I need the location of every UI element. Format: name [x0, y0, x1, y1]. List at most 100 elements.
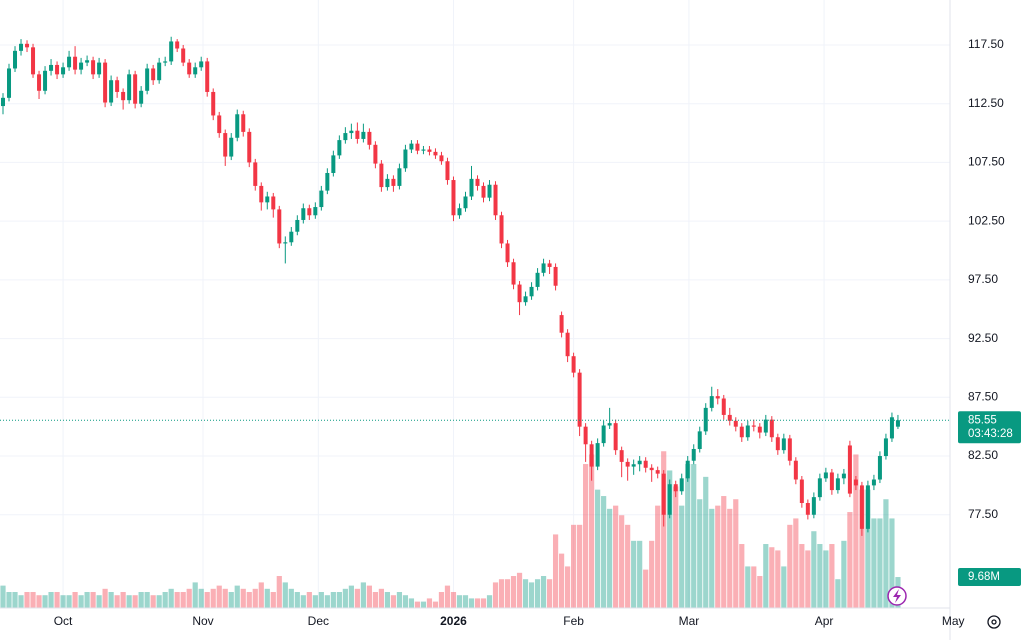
candle-body: [685, 460, 690, 479]
volume-bar: [186, 588, 192, 608]
candle-body: [889, 417, 894, 439]
volume-bar: [390, 595, 397, 608]
candle-body: [13, 50, 18, 69]
volume-bar: [679, 505, 685, 608]
volume-bar: [378, 588, 385, 608]
volume-bar: [643, 569, 649, 608]
candle-body: [661, 473, 666, 515]
volume-bar: [204, 592, 210, 608]
candle-body: [505, 243, 510, 263]
candle-body: [463, 196, 468, 209]
candle-body: [793, 460, 798, 480]
volume-bar: [198, 588, 204, 608]
candle-body: [139, 90, 144, 104]
candle-body: [217, 115, 222, 134]
candle-body: [25, 43, 30, 48]
candle-body: [583, 426, 588, 445]
volume-bar: [667, 470, 673, 608]
x-tick-label: May: [942, 614, 965, 628]
volume-bar: [817, 544, 823, 608]
volume-bar: [745, 566, 751, 608]
candle-body: [283, 242, 288, 244]
candle-body: [625, 461, 630, 467]
candle-body: [517, 284, 522, 303]
volume-bar: [216, 585, 222, 608]
volume-bar: [372, 592, 378, 608]
volume-bar: [282, 582, 288, 608]
volume-bar: [60, 595, 66, 608]
candle-body: [667, 484, 672, 515]
volume-bar: [144, 592, 150, 608]
candle-body: [43, 70, 48, 91]
volume-bar: [396, 592, 403, 608]
candle-body: [739, 426, 744, 438]
volume-bar: [847, 512, 853, 608]
volume-bar: [384, 592, 391, 608]
volume-bar: [721, 496, 727, 608]
x-tick-label: Oct: [54, 614, 73, 628]
volume-bar: [414, 601, 421, 608]
settings-icon[interactable]: [987, 615, 1001, 629]
volume-bar: [42, 595, 48, 608]
volume-bar: [264, 588, 270, 608]
y-tick-label: 107.50: [968, 155, 1005, 169]
axes: 117.50 112.50 107.50 102.50 97.50 92.50 87.50 8…: [54, 37, 1021, 628]
volume-tag: [958, 568, 1021, 587]
volume-bar: [510, 576, 517, 608]
lightning-icon[interactable]: [887, 586, 907, 606]
candle-body: [79, 62, 84, 70]
candle-body: [337, 140, 342, 156]
volume-bar: [769, 547, 775, 608]
candle-body: [319, 190, 324, 208]
candle-body: [607, 423, 612, 426]
candle-body: [433, 151, 438, 156]
volume-label: 9.68M: [968, 571, 1000, 583]
candle-body: [169, 41, 174, 62]
y-tick-label: 87.50: [968, 389, 998, 403]
candle-body: [631, 464, 636, 467]
candle-body: [343, 133, 348, 141]
y-tick-label: 102.50: [968, 213, 1005, 227]
volume-bar: [601, 496, 607, 608]
candle-body: [601, 425, 606, 444]
volume-bar: [0, 585, 6, 608]
volume-bar: [805, 550, 811, 608]
candle-body: [895, 420, 900, 427]
volume-bar: [276, 576, 282, 608]
volume-bar: [48, 592, 54, 608]
candle-body: [37, 74, 42, 91]
candle-body: [589, 444, 594, 467]
volume-bar: [84, 592, 90, 608]
volume-bar: [793, 518, 799, 608]
volume-bar: [516, 572, 523, 608]
candle-body: [763, 419, 768, 433]
candle-body: [529, 286, 534, 297]
volume-bar: [6, 592, 12, 608]
candle-body: [73, 56, 78, 70]
x-tick-label: 2026: [440, 614, 467, 628]
candle-body: [415, 143, 420, 151]
volume-bar: [715, 505, 721, 608]
volume-bar: [564, 566, 571, 608]
candle-body: [655, 470, 660, 474]
volume-bar: [366, 585, 372, 608]
volume-bar: [258, 582, 264, 608]
candle-body: [541, 263, 546, 273]
x-tick-label: Nov: [192, 614, 213, 628]
volume-bar: [577, 524, 583, 608]
candle-body: [481, 185, 486, 198]
volume-bar: [552, 534, 559, 608]
volume-bar: [853, 454, 859, 608]
candle-body: [427, 149, 432, 152]
volume-bar: [462, 595, 469, 608]
y-tick-label: 112.50: [968, 96, 1004, 110]
candle-body: [145, 68, 150, 91]
candle-body: [835, 478, 840, 491]
candle-body: [127, 74, 132, 101]
x-tick-label: Dec: [308, 614, 329, 628]
volume-bar: [685, 464, 691, 608]
volume-bar: [360, 582, 366, 608]
volume-bar: [402, 595, 409, 608]
volume-bar: [571, 524, 577, 608]
